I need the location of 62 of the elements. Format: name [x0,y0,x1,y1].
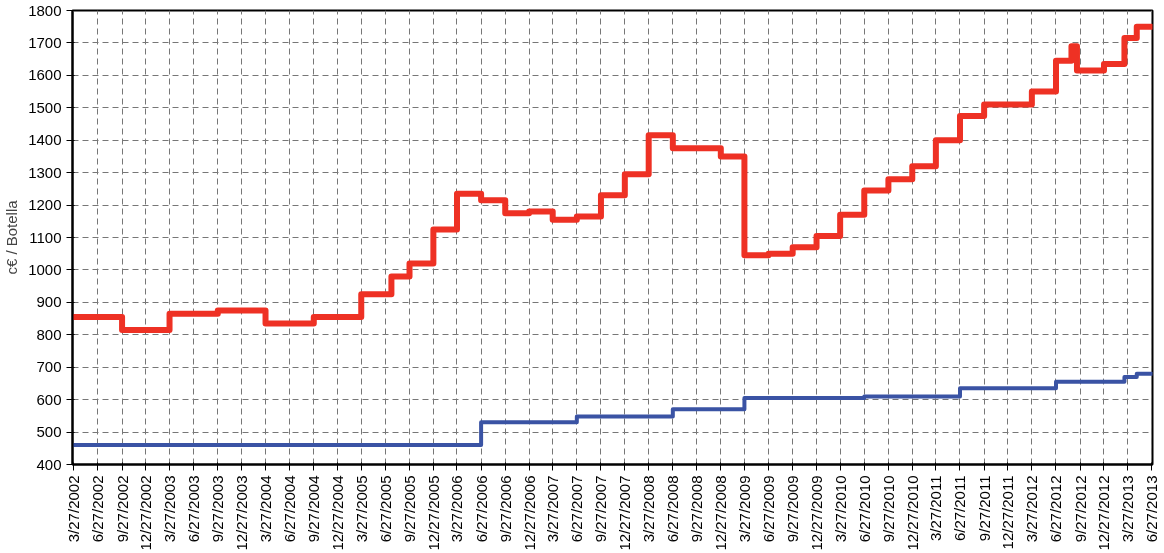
x-tick-label: 9/27/2012 [1071,475,1089,543]
x-tick-label: 6/27/2013 [1143,475,1161,543]
x-tick-label: 6/27/2008 [664,475,682,543]
x-tick-label: 12/27/2002 [137,475,155,551]
x-tick-label: 12/27/2010 [903,475,921,551]
y-axis-title: c€ / Botella [3,199,21,275]
x-tick-label: 3/27/2011 [927,475,945,542]
x-tick-label: 12/27/2008 [712,475,730,551]
x-tick-label: 12/27/2005 [424,475,442,551]
x-tick-label: 3/27/2012 [1023,475,1041,543]
x-tick-label: 9/27/2007 [592,475,610,543]
x-tick-label: 12/27/2009 [808,475,826,551]
x-tick-label: 3/27/2006 [448,475,466,543]
x-tick-label: 9/27/2008 [688,475,706,543]
x-tick-label: 3/27/2002 [65,475,83,543]
x-tick-label: 3/27/2005 [352,475,370,543]
y-tick-label: 1200 [28,196,62,214]
y-tick-label: 1000 [28,260,62,278]
y-tick-label: 1700 [28,33,62,51]
x-tick-label: 9/27/2004 [305,475,323,543]
x-tick-label: 9/27/2005 [401,475,419,543]
y-tick-label: 400 [36,455,62,473]
x-tick-label: 6/27/2010 [855,475,873,543]
x-tick-label: 6/27/2005 [376,475,394,543]
x-tick-label: 12/27/2012 [1095,475,1113,551]
x-tick-label: 3/27/2009 [735,475,753,543]
x-tick-label: 9/27/2003 [209,475,227,543]
x-tick-label: 6/27/2004 [281,475,299,543]
y-tick-label: 800 [36,325,62,343]
x-tick-label: 6/27/2006 [472,475,490,543]
x-tick-label: 12/27/2011 [999,475,1017,550]
x-tick-label: 12/27/2003 [233,475,251,551]
x-tick-label: 6/27/2002 [89,475,107,543]
x-tick-label: 6/27/2007 [568,475,586,543]
y-tick-label: 1100 [29,228,62,246]
x-tick-label: 3/27/2003 [161,475,179,543]
y-tick-label: 700 [36,358,62,376]
y-tick-label: 1500 [28,98,62,116]
x-tick-label: 3/27/2008 [640,475,658,543]
y-tick-label: 1300 [28,163,62,181]
x-tick-label: 3/27/2010 [831,475,849,543]
x-tick-label: 3/27/2004 [257,475,275,543]
x-tick-label: 12/27/2006 [520,475,538,551]
y-tick-label: 1600 [28,66,62,84]
x-tick-label: 6/27/2012 [1047,475,1065,543]
y-tick-label: 600 [36,390,62,408]
x-tick-label: 6/27/2009 [760,475,778,543]
x-tick-label: 9/27/2006 [496,475,514,543]
x-tick-label: 9/27/2010 [879,475,897,543]
y-tick-label: 1800 [28,1,62,19]
x-tick-label: 6/27/2011 [951,475,969,542]
x-tick-label: 12/27/2007 [616,475,634,551]
y-tick-label: 1400 [28,131,62,149]
x-tick-label: 3/27/2013 [1119,475,1137,543]
y-tick-label: 500 [36,423,62,441]
x-tick-label: 9/27/2009 [784,475,802,543]
x-tick-label: 6/27/2003 [185,475,203,543]
x-tick-label: 3/27/2007 [544,475,562,543]
x-tick-label: 9/27/2011 [975,475,993,542]
y-tick-label: 900 [36,293,62,311]
x-tick-label: 12/27/2004 [329,475,347,551]
x-tick-label: 9/27/2002 [113,475,131,543]
